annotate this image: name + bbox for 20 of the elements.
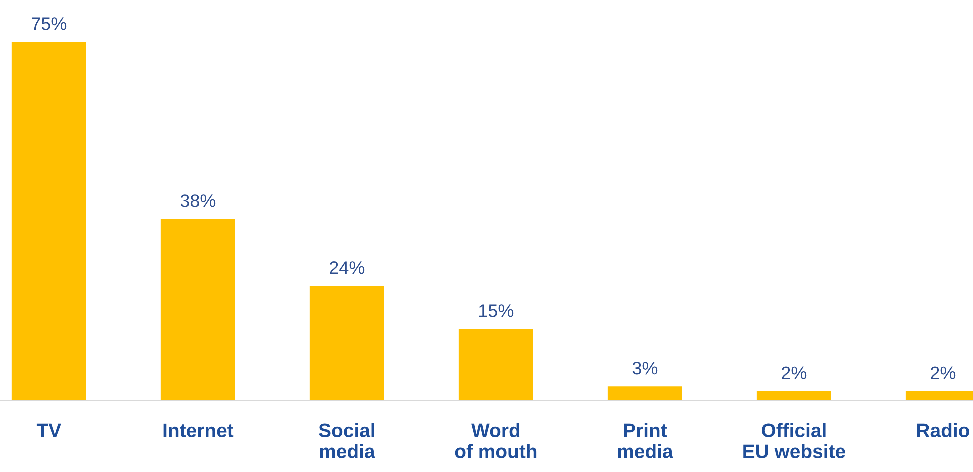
x-tick-label: Official EU website: [744, 423, 846, 458]
bar: [160, 219, 236, 401]
data-label: 38%: [180, 194, 216, 208]
data-label: 3%: [632, 362, 658, 375]
x-tick-label: TV: [36, 424, 62, 438]
bar: [608, 386, 682, 401]
bar: [12, 42, 86, 401]
x-tick-label: Internet: [164, 424, 234, 438]
data-label: 24%: [330, 262, 365, 274]
x-tick-label: Word of mouth: [455, 423, 537, 458]
data-label: 15%: [479, 304, 514, 318]
bar: [756, 391, 832, 401]
bar: [310, 286, 384, 401]
x-tick-label: Social media: [319, 423, 376, 458]
data-label: 2%: [931, 366, 956, 380]
bar: [458, 329, 534, 401]
x-tick-label: Print media: [618, 423, 674, 458]
x-tick-label: Radio: [917, 423, 970, 438]
data-label: 75%: [32, 18, 67, 30]
data-label: 2%: [782, 366, 807, 380]
